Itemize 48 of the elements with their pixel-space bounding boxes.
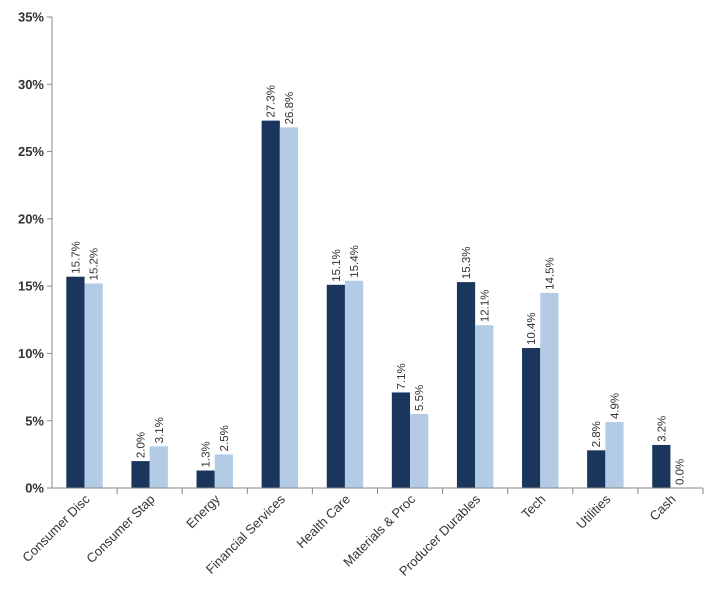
data-label: 2.0% — [136, 432, 148, 458]
bar — [392, 392, 410, 488]
data-label: 14.5% — [544, 257, 556, 290]
bar — [540, 292, 558, 488]
data-label: 15.4% — [349, 245, 362, 278]
y-tick-label: 10% — [18, 346, 44, 361]
data-label: 27.3% — [266, 85, 278, 118]
data-label: 26.8% — [284, 92, 296, 124]
data-label: 15.1% — [330, 249, 343, 282]
bar — [214, 454, 233, 488]
data-label: 3.1% — [154, 417, 166, 444]
data-label: 15.3% — [461, 246, 474, 280]
bar — [605, 422, 624, 488]
bar — [475, 325, 494, 488]
y-tick-label: 5% — [25, 413, 44, 428]
data-label: 10.4% — [526, 312, 538, 346]
x-tick-label: Tech — [518, 492, 548, 522]
data-label: 3.2% — [656, 416, 668, 442]
data-label: 15.7% — [70, 241, 82, 274]
bar — [150, 446, 168, 488]
y-tick-label: 0% — [25, 480, 44, 496]
bar — [262, 120, 280, 488]
data-label: 2.5% — [218, 425, 231, 452]
bar — [522, 348, 540, 488]
bar — [196, 470, 215, 488]
data-label: 1.3% — [200, 441, 213, 468]
bar — [652, 444, 670, 488]
data-label: 7.1% — [396, 363, 408, 390]
bar — [131, 461, 150, 488]
bar — [66, 276, 85, 488]
data-label: 15.2% — [88, 248, 101, 280]
y-tick-label: 25% — [18, 144, 44, 160]
y-tick-label: 20% — [18, 211, 44, 226]
y-tick-label: 15% — [18, 278, 44, 294]
data-label: 4.9% — [609, 392, 622, 420]
bar — [410, 414, 428, 488]
y-tick-label: 30% — [18, 76, 44, 92]
data-label: 2.8% — [591, 421, 604, 448]
bar — [587, 450, 606, 488]
data-label: 5.5% — [414, 384, 426, 411]
bar — [456, 282, 476, 488]
bar — [280, 127, 298, 488]
data-label: 12.1% — [479, 290, 492, 322]
bar — [84, 283, 103, 488]
bar — [326, 284, 345, 488]
y-tick-label: 35% — [18, 10, 44, 25]
bar — [344, 280, 364, 488]
data-label: 0.0% — [674, 458, 687, 485]
